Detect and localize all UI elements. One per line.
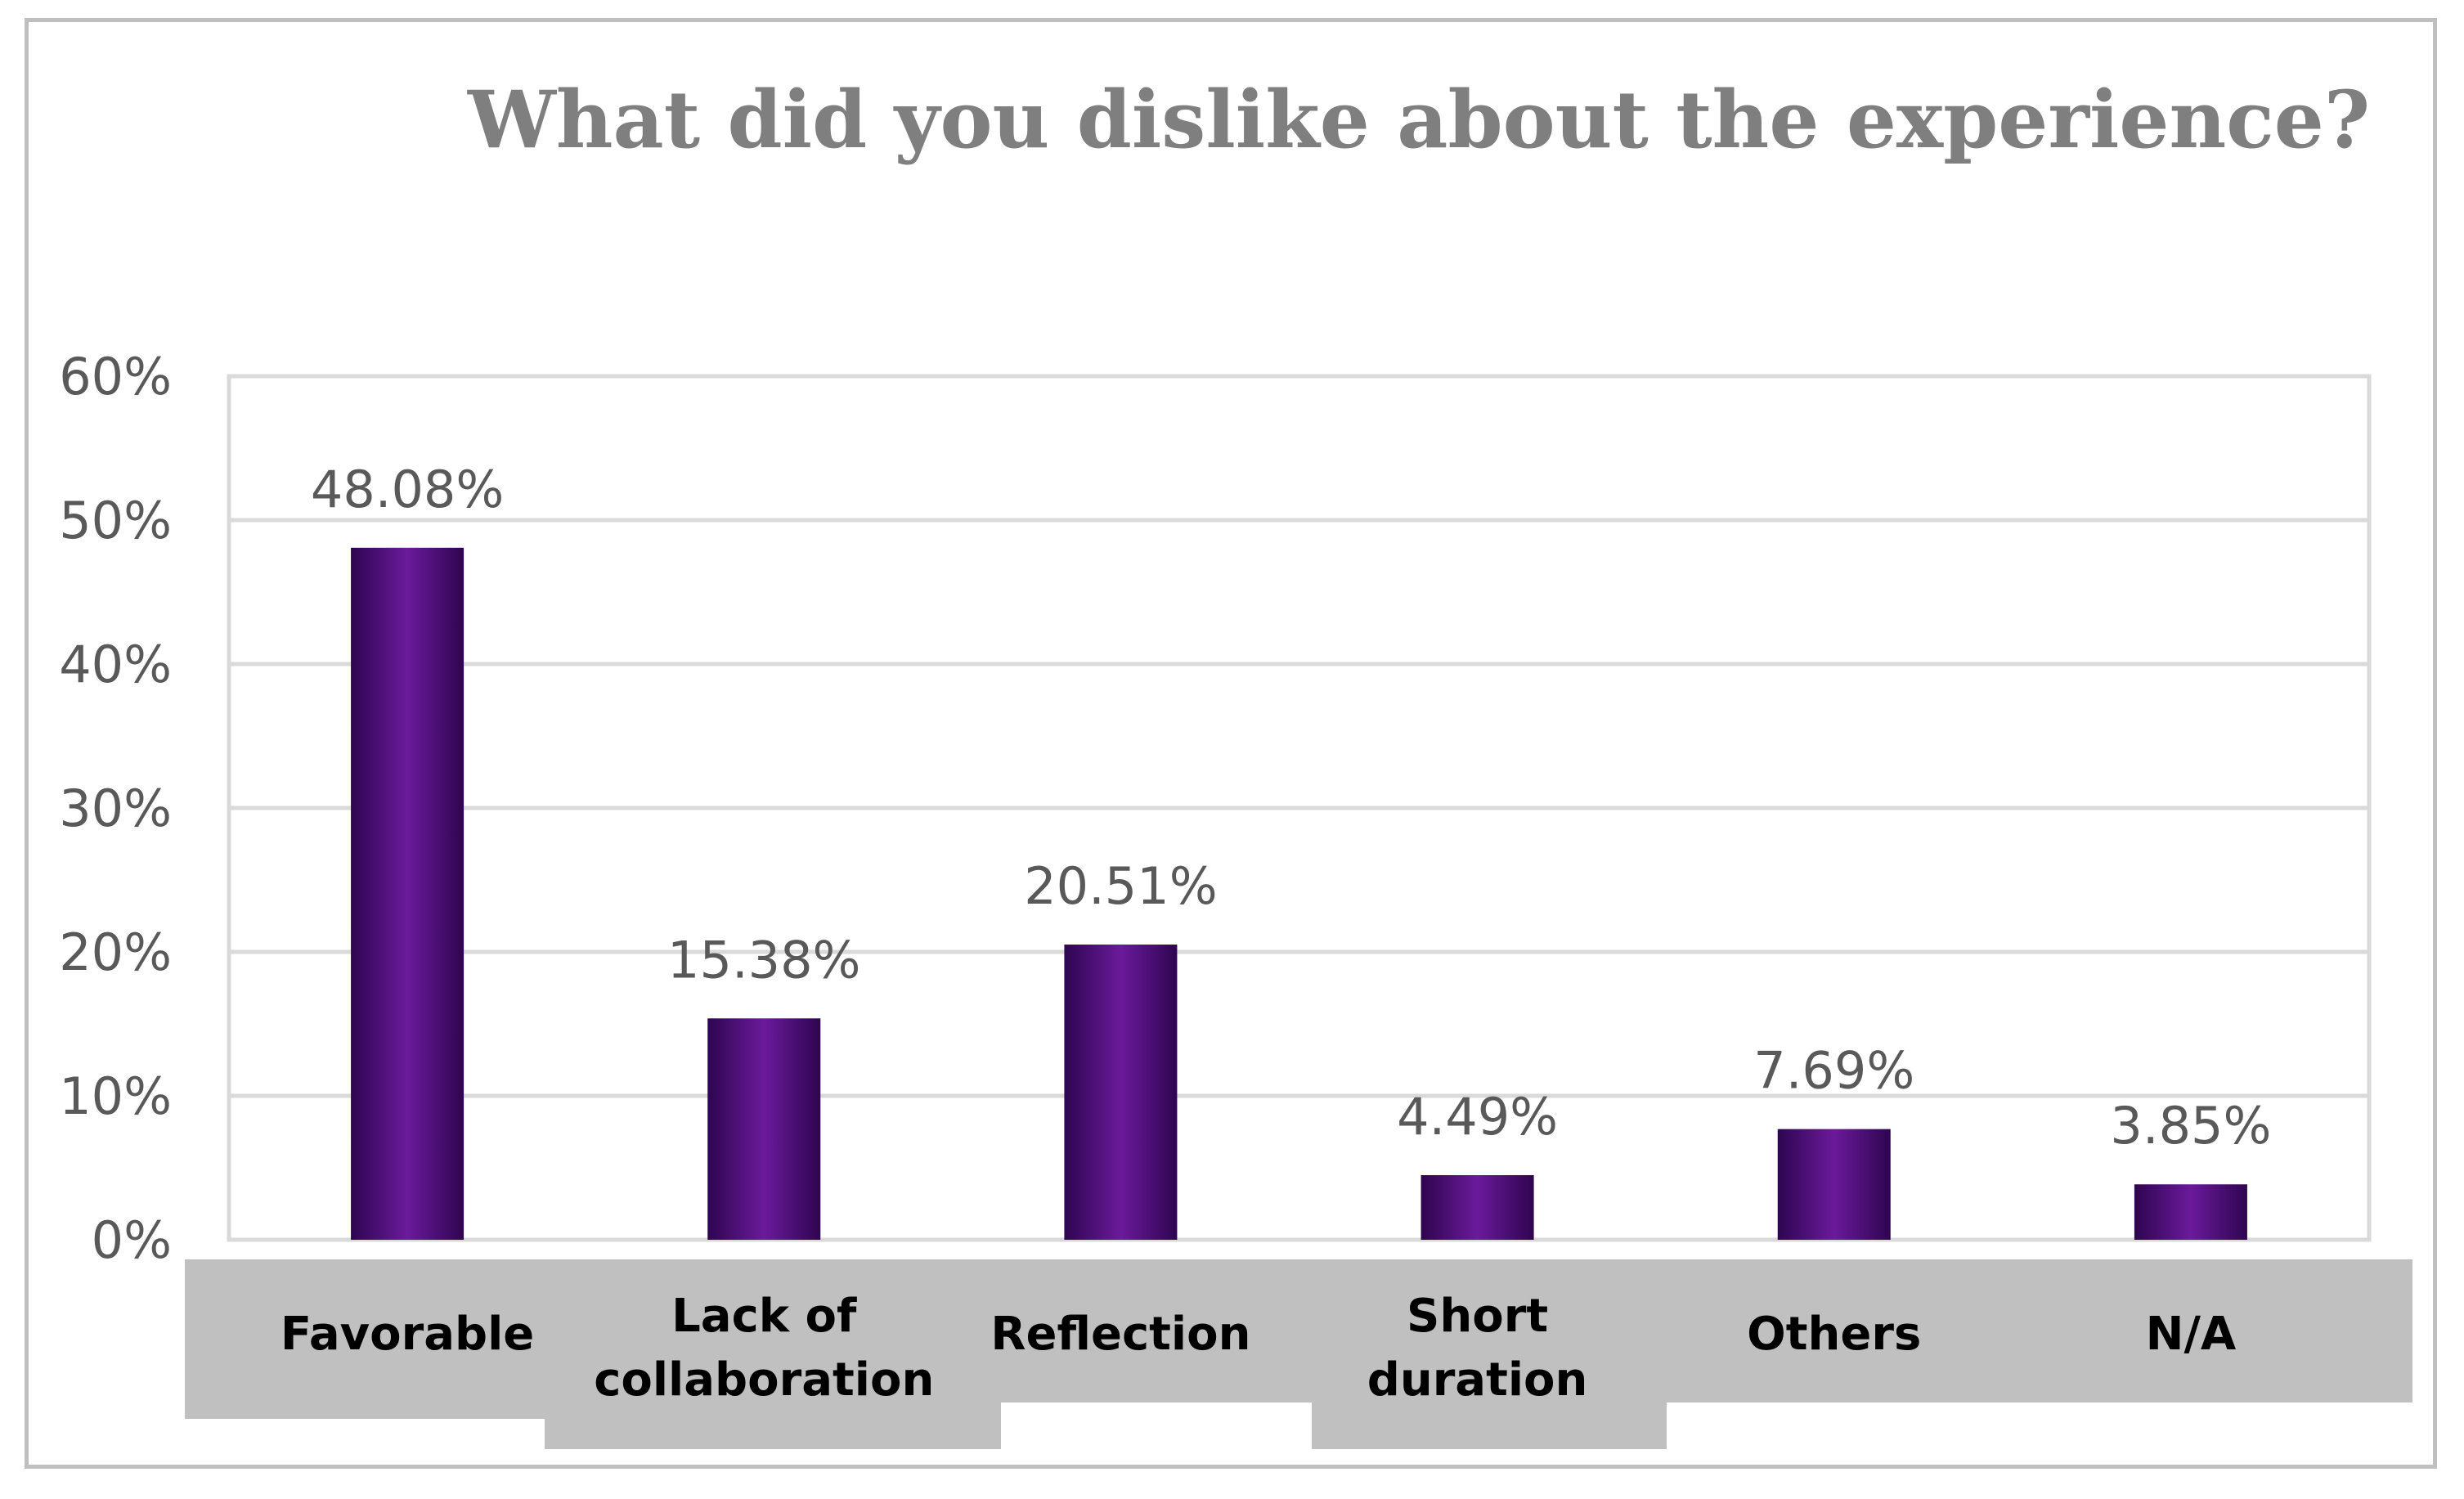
chart-title: What did you dislike about the experienc… [467,74,2370,166]
category-label: Reflection [990,1308,1250,1361]
category-box [185,1259,572,1419]
data-label: 15.38% [667,930,860,990]
category-box [1312,1259,1667,1449]
y-tick-label: 60% [59,347,172,406]
data-label: 7.69% [1753,1041,1914,1101]
category-label: Others [1747,1308,1921,1361]
data-label: 3.85% [2110,1096,2271,1156]
y-tick-label: 50% [59,491,172,550]
y-tick-label: 20% [59,922,172,982]
data-label: 48.08% [311,460,504,519]
y-tick-label: 40% [59,635,172,694]
category-label: Short duration [1367,1290,1588,1407]
y-tick-label: 10% [59,1066,172,1126]
bar [1421,1174,1534,1240]
data-label: 20.51% [1024,856,1217,916]
category-box [545,1259,1001,1449]
bar [1777,1129,1891,1240]
category-label: Lack of collaboration [594,1290,934,1407]
bar [1064,945,1178,1240]
plot-area-border [227,374,2372,1242]
bar [2134,1184,2247,1240]
y-tick-label: 0% [92,1210,172,1270]
y-tick-label: 30% [59,779,172,838]
category-label: N/A [2146,1308,2237,1361]
bar [351,547,465,1240]
bar [707,1018,821,1240]
category-label: Favorable [281,1308,534,1361]
data-label: 4.49% [1397,1087,1558,1147]
